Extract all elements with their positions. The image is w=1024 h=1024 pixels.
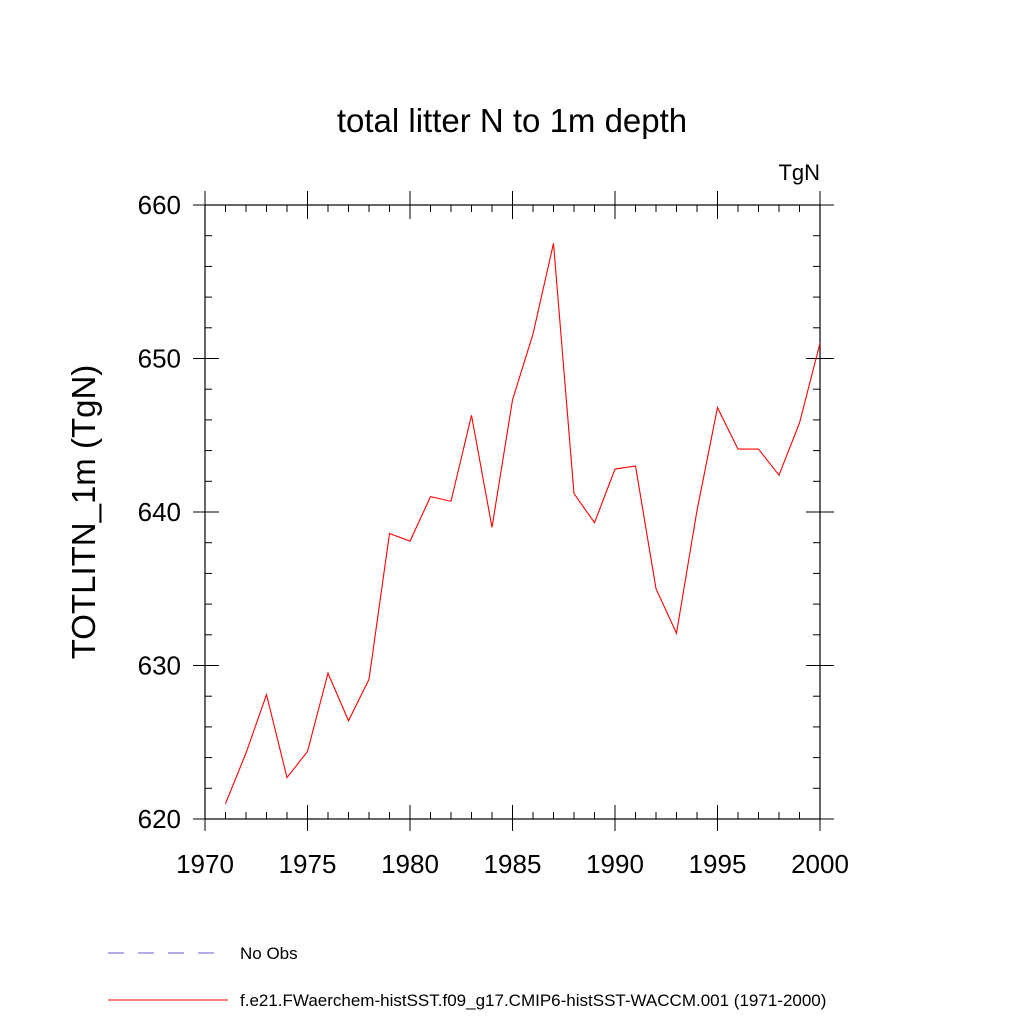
series-layer [224, 243, 821, 804]
legend: No Obs f.e21.FWaerchem-histSST.f09_g17.CM… [108, 944, 826, 1010]
y-tick-label: 630 [138, 651, 181, 681]
x-tick-label: 1970 [176, 849, 234, 879]
chart-title: total litter N to 1m depth [337, 102, 687, 139]
x-tick-label: 1985 [484, 849, 542, 879]
x-tick-label: 1980 [381, 849, 439, 879]
plot-frame [204, 204, 821, 820]
x-tick-label: 2000 [791, 849, 849, 879]
x-tick-label: 1995 [689, 849, 747, 879]
y-tick-label: 620 [138, 804, 181, 834]
units-label: TgN [778, 160, 820, 185]
axis-ticks: 1970 1975 1980 1985 1990 1995 2000 620 630 640 650… [138, 190, 849, 879]
legend-label: No Obs [240, 944, 298, 963]
x-tick-label: 1990 [586, 849, 644, 879]
legend-label: f.e21.FWaerchem-histSST.f09_g17.CMIP6-hi… [240, 991, 826, 1010]
y-axis-label: TOTLITN_1m (TgN) [65, 365, 102, 660]
series-line [224, 243, 821, 804]
y-tick-label: 640 [138, 497, 181, 527]
y-tick-label: 660 [138, 190, 181, 220]
x-tick-label: 1975 [279, 849, 337, 879]
y-tick-label: 650 [138, 344, 181, 374]
